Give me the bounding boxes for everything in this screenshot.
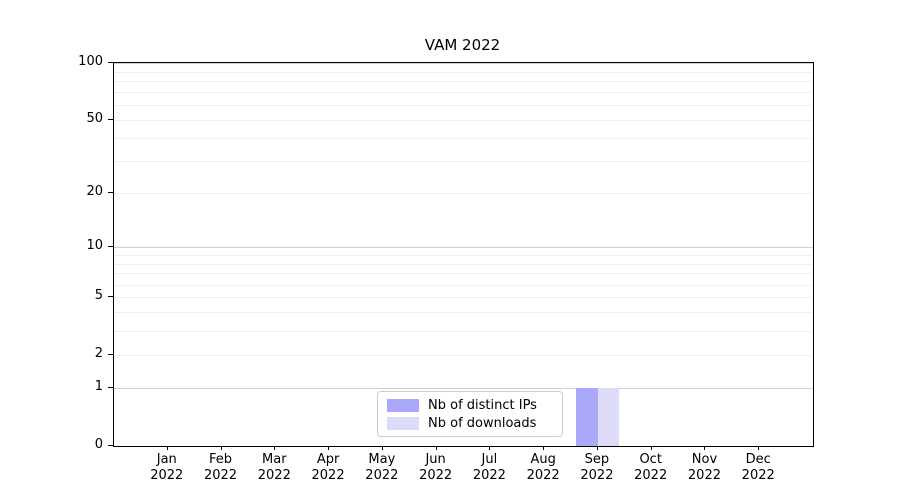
gridline-minor	[114, 119, 813, 121]
gridline-minor	[114, 254, 813, 256]
x-axis-tick	[328, 446, 330, 450]
gridline-major	[114, 388, 813, 390]
x-tick-year: 2022	[150, 468, 184, 483]
x-tick-month: Dec	[745, 452, 771, 467]
chart-title: VAM 2022	[424, 36, 501, 54]
gridline-minor	[114, 297, 813, 299]
x-tick-label: Jun 2022	[401, 452, 471, 484]
legend-label-downloads: Nb of downloads	[428, 415, 537, 431]
x-axis-tick	[489, 446, 491, 450]
gridline-minor	[114, 92, 813, 94]
x-axis-tick	[650, 446, 652, 450]
x-tick-year: 2022	[526, 468, 560, 483]
x-tick-month: Nov	[691, 452, 718, 467]
x-tick-year: 2022	[741, 468, 775, 483]
x-tick-year: 2022	[687, 468, 721, 483]
x-tick-month: Jan	[156, 452, 177, 467]
y-tick-label: 5	[94, 288, 103, 304]
y-axis-tick	[108, 246, 113, 247]
x-tick-label: Feb 2022	[186, 452, 256, 484]
x-tick-month: Jun	[425, 452, 446, 467]
x-tick-year: 2022	[472, 468, 506, 483]
legend-swatch-downloads	[387, 416, 419, 430]
plot-area	[113, 62, 814, 447]
x-axis-tick	[220, 446, 222, 450]
legend-item: Nb of distinct IPs	[387, 398, 553, 413]
y-axis-tick	[108, 296, 113, 298]
y-tick-label: 100	[78, 54, 103, 69]
y-tick-label: 20	[86, 184, 103, 200]
gridline-minor	[114, 137, 813, 139]
bar-nb-of-distinct-ips	[576, 388, 598, 446]
x-tick-month: Oct	[639, 452, 662, 467]
y-axis-tick	[108, 387, 113, 389]
x-axis-tick	[758, 446, 760, 450]
gridline-minor	[114, 273, 813, 275]
gridline-minor	[114, 263, 813, 265]
legend: Nb of distinct IPs Nb of downloads	[377, 391, 563, 437]
x-axis-tick	[166, 446, 168, 450]
gridline-minor	[114, 193, 813, 195]
x-tick-month: Aug	[530, 452, 556, 467]
gridline-minor	[114, 284, 813, 286]
x-tick-label: Oct 2022	[616, 452, 686, 484]
gridline-minor	[114, 312, 813, 314]
gridline-minor	[114, 354, 813, 356]
x-tick-month: May	[368, 452, 396, 467]
x-tick-month: Mar	[262, 452, 287, 467]
x-tick-year: 2022	[311, 468, 345, 483]
x-tick-month: Jul	[481, 452, 498, 467]
x-tick-label: Jul 2022	[454, 452, 524, 484]
gridline-minor	[114, 330, 813, 332]
x-tick-month: Apr	[316, 452, 340, 467]
x-axis-tick	[596, 446, 598, 450]
x-tick-label: Sep 2022	[562, 452, 632, 484]
gridline-major	[114, 63, 813, 64]
x-tick-label: Jan 2022	[132, 452, 202, 484]
x-tick-year: 2022	[419, 468, 453, 483]
x-tick-year: 2022	[203, 468, 238, 483]
x-tick-month: Sep	[584, 452, 610, 467]
y-axis-tick	[108, 192, 113, 194]
y-axis-tick	[108, 62, 113, 63]
y-axis-tick	[108, 445, 113, 446]
x-tick-month: Feb	[209, 452, 233, 467]
y-axis-tick	[108, 118, 113, 120]
x-axis-tick	[543, 446, 545, 450]
y-tick-label: 1	[94, 379, 103, 395]
y-tick-label: 10	[86, 238, 103, 253]
legend-swatch-distinct-ips	[387, 398, 419, 412]
y-tick-label: 0	[94, 437, 103, 452]
x-axis-tick	[274, 446, 276, 450]
x-tick-year: 2022	[634, 468, 668, 483]
x-tick-year: 2022	[580, 468, 614, 483]
x-axis-tick	[435, 446, 437, 450]
y-tick-label: 2	[94, 345, 103, 361]
gridline-major	[114, 247, 813, 248]
x-tick-label: Dec 2022	[723, 452, 793, 484]
x-tick-year: 2022	[365, 468, 399, 483]
legend-item: Nb of downloads	[387, 416, 553, 431]
x-tick-label: May 2022	[347, 452, 417, 484]
gridline-minor	[114, 71, 813, 73]
x-tick-label: Mar 2022	[239, 452, 309, 484]
y-axis-tick	[108, 353, 113, 355]
bar-nb-of-downloads	[597, 388, 620, 446]
x-axis-tick	[381, 446, 383, 450]
x-axis-tick	[704, 446, 706, 450]
y-tick-label: 50	[86, 110, 103, 126]
gridline-minor	[114, 104, 813, 106]
x-tick-label: Nov 2022	[669, 452, 739, 484]
gridline-minor	[114, 81, 813, 83]
x-tick-label: Aug 2022	[508, 452, 578, 484]
x-tick-year: 2022	[257, 468, 291, 483]
gridline-minor	[114, 161, 813, 163]
x-tick-label: Apr 2022	[293, 452, 363, 484]
legend-label-distinct-ips: Nb of distinct IPs	[428, 397, 537, 413]
